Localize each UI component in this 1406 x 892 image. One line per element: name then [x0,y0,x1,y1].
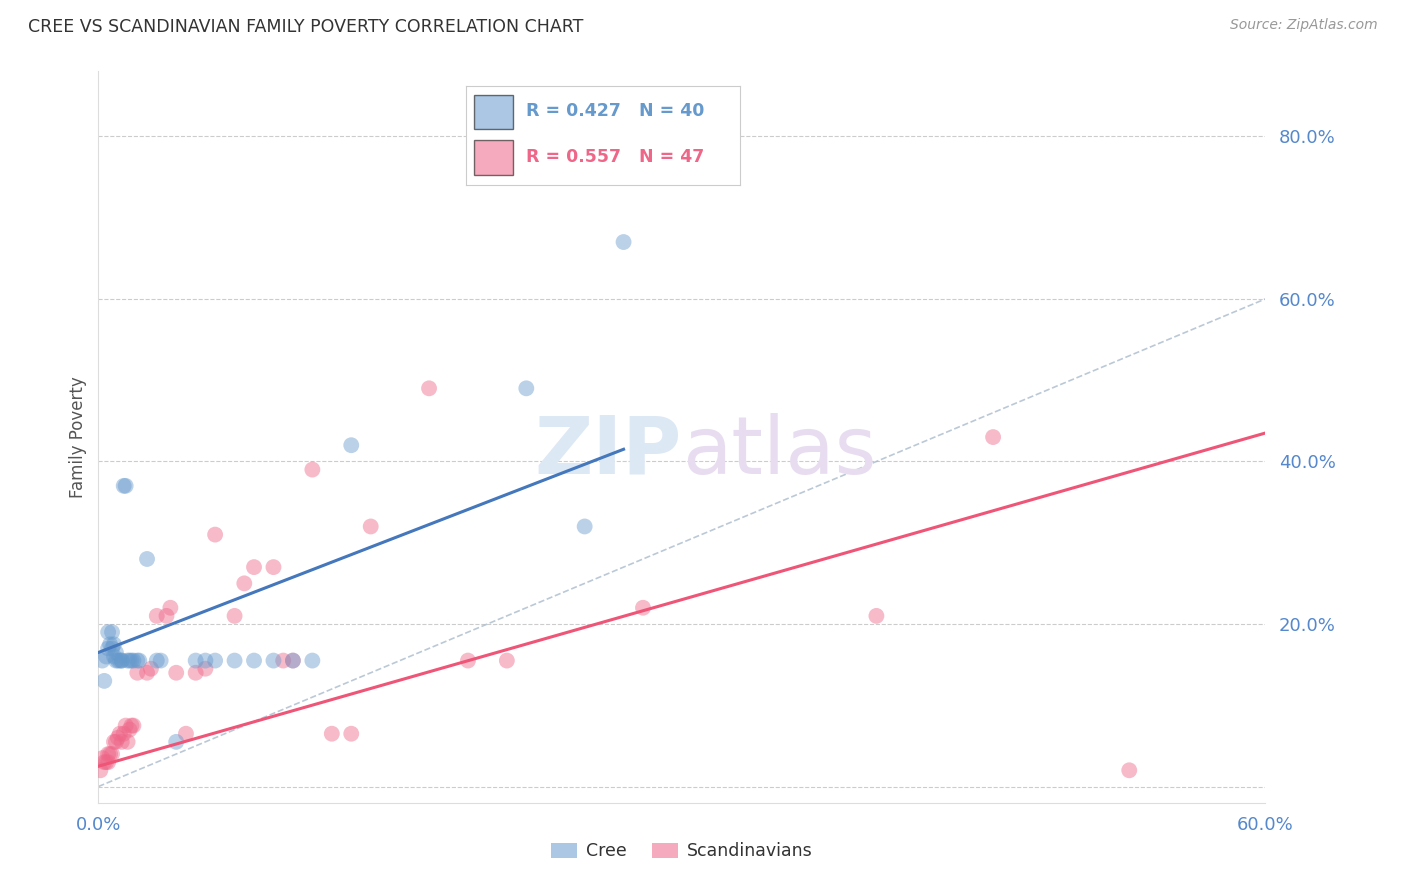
Point [121,654,143,668]
Point [301,462,323,476]
Point [865,608,887,623]
Y-axis label: Family Poverty: Family Poverty [69,376,87,498]
Point [418,381,440,395]
Point [496,654,519,668]
Point [93,755,115,769]
Point [112,727,135,741]
Point [112,479,135,493]
Point [111,654,134,668]
Point [165,735,187,749]
Legend: Cree, Scandinavians: Cree, Scandinavians [544,836,820,867]
Point [97,625,120,640]
Point [262,654,284,668]
Point [224,608,246,623]
Point [91,751,114,765]
Point [613,235,636,249]
Point [107,731,129,745]
Point [184,665,207,680]
Point [243,654,266,668]
Point [128,654,150,668]
Point [118,654,141,668]
Point [127,654,149,668]
Point [146,654,169,668]
Point [117,735,139,749]
Point [107,654,129,668]
Point [146,608,169,623]
Point [96,649,118,664]
Point [194,662,217,676]
Point [104,654,127,668]
Point [104,645,127,659]
Point [111,654,134,668]
Point [104,735,127,749]
Text: ZIP: ZIP [534,413,682,491]
Point [136,665,159,680]
Text: atlas: atlas [682,413,876,491]
Point [574,519,596,533]
Point [118,723,141,737]
Point [155,608,177,623]
Point [515,381,537,395]
Point [111,735,134,749]
Point [204,527,226,541]
Point [93,673,115,688]
Point [101,641,124,656]
Point [321,727,343,741]
Point [121,718,143,732]
Point [194,654,217,668]
Point [101,625,124,640]
Text: Source: ZipAtlas.com: Source: ZipAtlas.com [1230,18,1378,32]
Point [981,430,1004,444]
Point [136,552,159,566]
Point [122,654,145,668]
Point [165,665,187,680]
Point [149,654,172,668]
Point [97,641,120,656]
Point [98,747,121,761]
Point [631,600,654,615]
Point [91,654,114,668]
Point [281,654,304,668]
Point [103,637,125,651]
Point [103,649,125,664]
Point [139,662,162,676]
Point [184,654,207,668]
Point [97,747,120,761]
Point [117,654,139,668]
Point [243,560,266,574]
Point [271,654,294,668]
Point [96,755,118,769]
Point [233,576,256,591]
Point [159,600,181,615]
Point [108,654,131,668]
Point [360,519,382,533]
Point [174,727,197,741]
Point [127,665,149,680]
Point [98,637,121,651]
Point [101,747,124,761]
Point [281,654,304,668]
Text: CREE VS SCANDINAVIAN FAMILY POVERTY CORRELATION CHART: CREE VS SCANDINAVIAN FAMILY POVERTY CORR… [28,18,583,36]
Point [89,764,111,778]
Point [122,718,145,732]
Point [262,560,284,574]
Point [340,438,363,452]
Point [224,654,246,668]
Point [97,755,120,769]
Point [114,718,136,732]
Point [204,654,226,668]
Point [457,654,479,668]
Point [114,479,136,493]
Point [301,654,323,668]
Point [340,727,363,741]
Point [1118,764,1140,778]
Point [103,735,125,749]
Point [108,727,131,741]
